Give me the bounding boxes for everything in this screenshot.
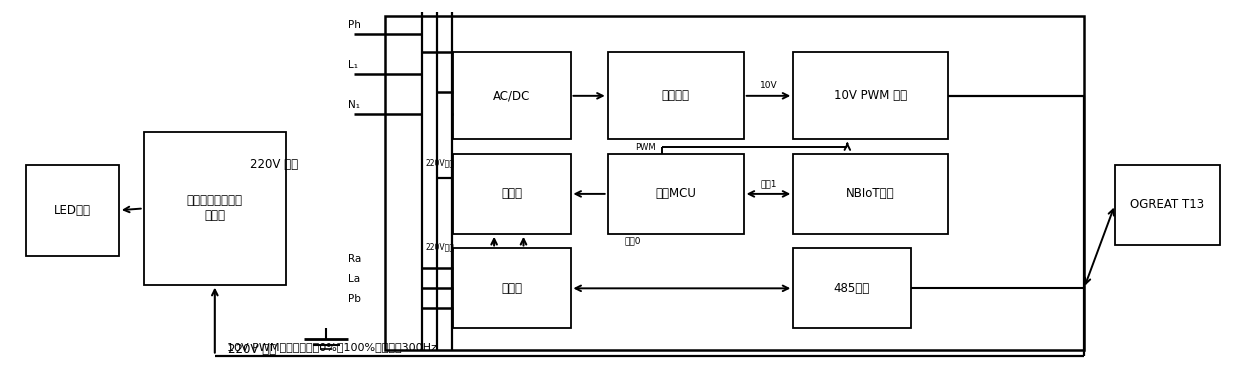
- Bar: [1115, 165, 1220, 245]
- Bar: [453, 249, 570, 328]
- Text: 继电器: 继电器: [501, 187, 522, 201]
- Text: Pb: Pb: [347, 294, 361, 304]
- Text: 串口1: 串口1: [760, 179, 776, 188]
- Text: 10V: 10V: [760, 81, 777, 90]
- Text: PWM: PWM: [635, 143, 656, 152]
- Text: 电源管理: 电源管理: [662, 89, 689, 102]
- Bar: [453, 52, 570, 139]
- Text: LED灯头: LED灯头: [55, 204, 91, 217]
- Text: 串口0: 串口0: [624, 236, 641, 246]
- Text: 10V PWM信号（占空比0%～100%），频率300Hz: 10V PWM信号（占空比0%～100%），频率300Hz: [227, 342, 436, 352]
- Text: N₁: N₁: [347, 100, 360, 110]
- Text: L₁: L₁: [347, 60, 358, 70]
- Text: 220V 输入: 220V 输入: [249, 158, 298, 171]
- Bar: [26, 165, 119, 255]
- Bar: [144, 132, 286, 285]
- Bar: [608, 52, 744, 139]
- Text: La: La: [347, 274, 360, 284]
- Bar: [794, 154, 947, 234]
- Bar: [794, 249, 910, 328]
- Text: 明纬三合一调光路
灯电源: 明纬三合一调光路 灯电源: [187, 194, 243, 223]
- Text: NBIoT模组: NBIoT模组: [846, 187, 895, 201]
- Text: 10V PWM 输出: 10V PWM 输出: [835, 89, 908, 102]
- Text: 220V火线: 220V火线: [425, 158, 455, 168]
- Text: Ra: Ra: [347, 254, 361, 264]
- Bar: [453, 154, 570, 234]
- Text: 485电路: 485电路: [833, 282, 870, 295]
- Text: OGREAT T13: OGREAT T13: [1131, 198, 1204, 211]
- Text: 主控MCU: 主控MCU: [655, 187, 696, 201]
- Bar: [384, 16, 1084, 350]
- Text: AC/DC: AC/DC: [494, 89, 531, 102]
- Bar: [608, 154, 744, 234]
- Bar: [794, 52, 947, 139]
- Text: 功率计: 功率计: [501, 282, 522, 295]
- Text: 220V 输出: 220V 输出: [228, 343, 277, 356]
- Text: Ph: Ph: [347, 20, 361, 30]
- Text: 220V火线: 220V火线: [425, 242, 455, 251]
